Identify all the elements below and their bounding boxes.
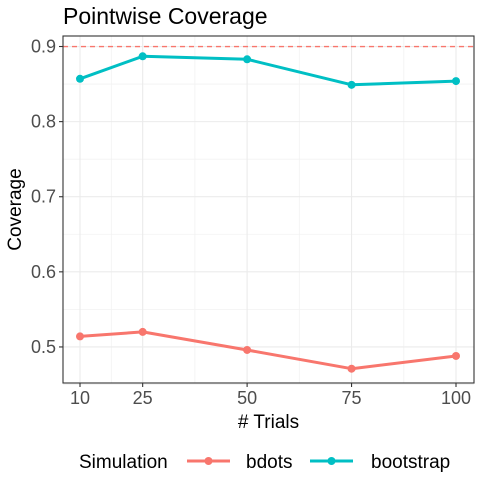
data-point-bootstrap xyxy=(243,55,252,64)
y-tick-label: 0.9 xyxy=(31,37,56,57)
y-tick-label: 0.7 xyxy=(31,187,56,207)
x-tick-label: 25 xyxy=(133,388,153,408)
panel-background xyxy=(63,36,474,383)
series-layer xyxy=(76,52,460,373)
panel-border xyxy=(62,35,475,384)
legend: Simulation bdots bootstrap xyxy=(79,452,450,473)
series-bootstrap xyxy=(76,52,460,89)
legend-key-bdots xyxy=(187,457,230,465)
y-axis-title: Coverage xyxy=(5,168,26,250)
legend-label-bdots: bdots xyxy=(246,452,292,473)
y-tick-label: 0.5 xyxy=(31,337,56,357)
legend-title: Simulation xyxy=(79,452,168,473)
plot-panel xyxy=(63,36,474,383)
x-tick-label: 100 xyxy=(441,388,471,408)
data-point-bdots xyxy=(452,351,460,360)
x-tick-label: 50 xyxy=(237,388,257,408)
y-tick-label: 0.6 xyxy=(31,262,56,282)
data-point-bootstrap xyxy=(138,52,147,61)
data-point-bootstrap xyxy=(452,77,460,86)
data-point-bdots xyxy=(76,332,84,341)
data-point-bdots xyxy=(138,327,147,336)
y-tick-label: 0.8 xyxy=(31,112,56,132)
data-point-bootstrap xyxy=(76,74,84,83)
legend-key-point xyxy=(327,457,336,465)
x-tick-label: 75 xyxy=(342,388,362,408)
series-bdots xyxy=(76,327,460,373)
x-axis-title: # Trials xyxy=(238,412,299,433)
legend-key-point xyxy=(204,457,213,465)
x-tick-label: 10 xyxy=(70,388,90,408)
data-point-bdots xyxy=(347,364,356,373)
axes: 0.5 0.6 0.7 0.8 0.9 10 25 50 75 100 xyxy=(31,35,475,408)
chart-title: Pointwise Coverage xyxy=(63,3,268,29)
legend-key-bootstrap xyxy=(310,457,353,465)
data-point-bdots xyxy=(243,345,252,354)
legend-label-bootstrap: bootstrap xyxy=(371,452,450,473)
data-point-bootstrap xyxy=(347,80,356,89)
